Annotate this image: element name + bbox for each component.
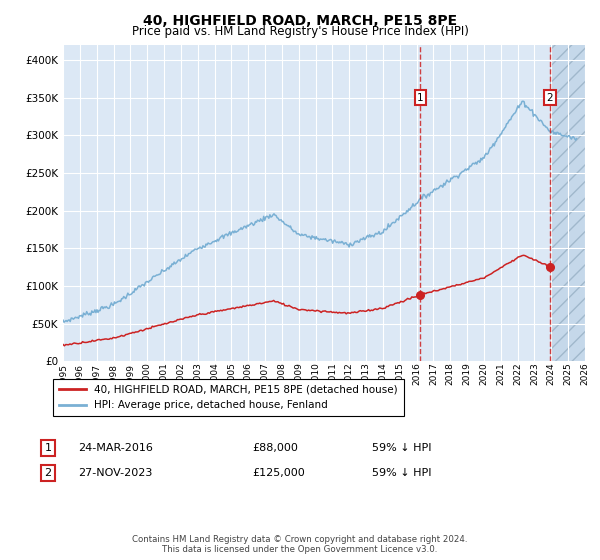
Text: 59% ↓ HPI: 59% ↓ HPI (372, 443, 431, 453)
Text: 1: 1 (44, 443, 52, 453)
Bar (550, 45, 585, 361)
Legend: 40, HIGHFIELD ROAD, MARCH, PE15 8PE (detached house), HPI: Average price, detach: 40, HIGHFIELD ROAD, MARCH, PE15 8PE (det… (53, 379, 404, 417)
Text: 24-MAR-2016: 24-MAR-2016 (78, 443, 153, 453)
Text: 27-NOV-2023: 27-NOV-2023 (78, 468, 152, 478)
Text: £88,000: £88,000 (252, 443, 298, 453)
Text: 2: 2 (547, 92, 553, 102)
Text: 40, HIGHFIELD ROAD, MARCH, PE15 8PE: 40, HIGHFIELD ROAD, MARCH, PE15 8PE (143, 14, 457, 28)
Text: £125,000: £125,000 (252, 468, 305, 478)
Text: Contains HM Land Registry data © Crown copyright and database right 2024.
This d: Contains HM Land Registry data © Crown c… (132, 535, 468, 554)
Text: 59% ↓ HPI: 59% ↓ HPI (372, 468, 431, 478)
Text: Price paid vs. HM Land Registry's House Price Index (HPI): Price paid vs. HM Land Registry's House … (131, 25, 469, 38)
Text: 1: 1 (417, 92, 424, 102)
Text: 2: 2 (44, 468, 52, 478)
